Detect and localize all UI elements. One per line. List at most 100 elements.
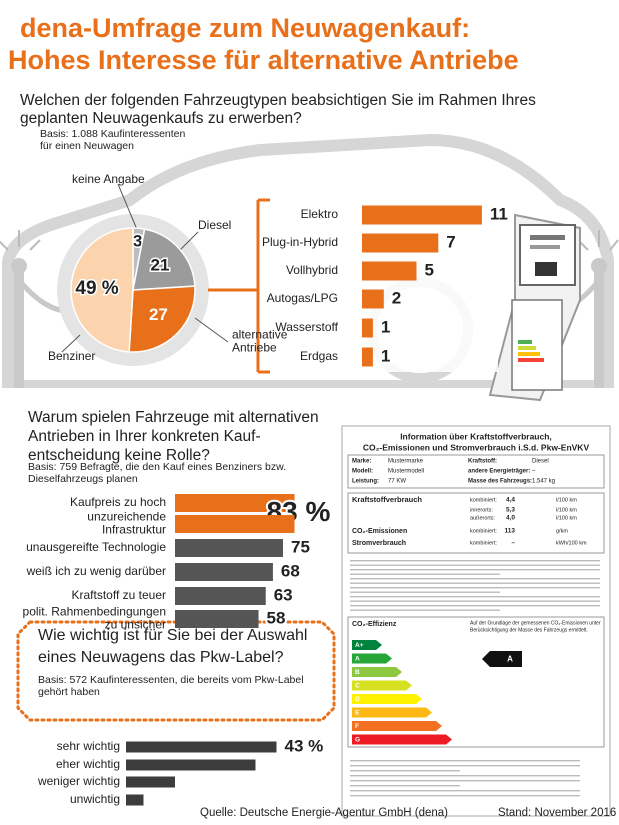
station: [488, 213, 581, 402]
fine-print: [350, 582, 600, 584]
category-label: sehr wichtig: [57, 739, 120, 753]
info-key: Marke:: [352, 459, 371, 465]
basis: für einen Neuwagen: [40, 140, 134, 152]
category-label: Wasserstoff: [275, 320, 338, 334]
bar: [126, 776, 175, 788]
consumption-mode: außerorts:: [470, 515, 496, 521]
class-label: A+: [355, 642, 364, 649]
bar: [362, 233, 439, 253]
bar: [362, 205, 482, 225]
efficiency-class: [352, 653, 392, 664]
category-label: Kaufpreis zu hoch: [70, 495, 166, 509]
efficiency-note: Auf der Grundlage der gemessenen CO₂-Emi…: [470, 620, 601, 626]
efficiency-class: [352, 667, 402, 677]
class-label: F: [355, 723, 359, 730]
question: eines Neuwagens das Pkw-Label?: [38, 649, 284, 666]
category-label: Autogas/LPG: [267, 291, 338, 305]
fine-print: [350, 587, 600, 589]
category-label: Plug-in-Hybrid: [262, 235, 338, 249]
category-label: keine Angabe: [72, 172, 145, 186]
class-label: E: [355, 710, 360, 717]
consumption-mode: kombiniert:: [470, 528, 497, 534]
pie-slice: [132, 228, 196, 291]
efficiency-class: [352, 734, 452, 745]
pie-slice: [128, 285, 196, 353]
consumption-mode: kombiniert:: [470, 497, 497, 503]
car-outline: [2, 134, 614, 388]
info-value: Mustermarke: [388, 459, 424, 465]
bar: [362, 318, 373, 338]
category-label: Vollhybrid: [286, 263, 338, 277]
consumption-value: 5,3: [506, 507, 515, 514]
question: Antrieben in Ihrer konkreten Kauf-: [28, 428, 261, 445]
consumption-mode: kombiniert:: [470, 540, 497, 546]
data-label: 75: [291, 537, 310, 556]
category-label: polit. Rahmenbedingungen zu unsicher: [23, 605, 166, 632]
category-label: weiß ich zu wenig darüber: [26, 564, 166, 578]
sparkle: [0, 230, 619, 251]
fine-print: [350, 780, 580, 782]
fine-print: [350, 760, 580, 762]
info-key: Leistung:: [352, 479, 379, 485]
consumption-name: CO₂-Emissionen: [352, 528, 407, 535]
efficiency-class: [352, 694, 422, 704]
basis: gehört haben: [38, 686, 100, 698]
consumption-unit: kWh/100 km: [556, 540, 587, 546]
info-value: Mustermodell: [388, 469, 424, 475]
consumption-name: Stromverbrauch: [352, 540, 406, 547]
category-label: Elektro: [301, 207, 339, 221]
data-label: 43 %: [285, 736, 324, 755]
bar: [126, 794, 144, 806]
source: Quelle: Deutsche Energie-Agentur GmbH (d…: [200, 807, 448, 819]
data-label: 1: [381, 346, 390, 365]
category-label: alternative Antriebe: [232, 328, 288, 355]
fine-print: [350, 609, 500, 611]
fine-print: [350, 785, 460, 787]
class-label: G: [355, 737, 360, 744]
class-label: D: [355, 696, 360, 703]
data-label: 7: [446, 232, 455, 251]
fine-print: [350, 573, 500, 575]
basis: Dieselfahrzeugs planen: [28, 473, 138, 485]
info-key: andere Energieträger:: [468, 469, 530, 475]
fine-print: [350, 564, 600, 566]
question: entscheidung keine Rolle?: [28, 447, 210, 464]
bar: [126, 741, 277, 753]
label-content: Marke: Mustermarke Kraftstoff: Diesel Modell…: [347, 454, 605, 797]
bar: [175, 494, 295, 512]
consumption-unit: l/100 km: [556, 497, 577, 503]
basis: Basis: 1.088 Kaufinteressenten: [40, 128, 186, 140]
pie-slice: [70, 227, 134, 353]
data-label: 68: [281, 561, 300, 580]
info-box: [347, 454, 605, 489]
info-key: Kraftstoff:: [468, 459, 497, 465]
bar: [175, 539, 283, 557]
basis: Basis: 572 Kaufinteressenten, die bereit…: [38, 674, 304, 686]
label-title: CO₂-Emissionen und Stromverbrauch i.S.d.…: [363, 442, 590, 452]
efficiency-note: Berücksichtigung der Masse des Fahrzeugs…: [470, 627, 588, 633]
info-key: Masse des Fahrzeugs:: [468, 479, 532, 485]
main-title: dena-Umfrage zum Neuwagenkauf:: [20, 13, 470, 43]
fine-print: [350, 560, 600, 562]
category-label: Diesel: [198, 218, 231, 232]
class-label: A: [355, 656, 360, 663]
consumption-value: –: [511, 540, 515, 547]
question-box: [16, 620, 336, 722]
category-label: Erdgas: [300, 349, 338, 363]
info-value: Diesel: [532, 459, 549, 465]
leader-lines: [61, 183, 229, 353]
consumption-unit: l/100 km: [556, 507, 577, 513]
fine-print: [350, 790, 580, 792]
data-label: 58: [267, 608, 286, 627]
label-document: [341, 425, 611, 817]
fine-print: [350, 795, 580, 797]
category-label: unwichtig: [70, 792, 120, 806]
bar-panel: [270, 200, 498, 372]
bar: [362, 289, 384, 309]
efficiency-class: [352, 707, 432, 718]
data-label: 27: [149, 305, 168, 324]
category-label: Kraftstoff zu teuer: [72, 588, 167, 602]
data-label: 49 %: [75, 278, 118, 299]
category-label: unzureichende Infrastruktur: [87, 510, 166, 537]
